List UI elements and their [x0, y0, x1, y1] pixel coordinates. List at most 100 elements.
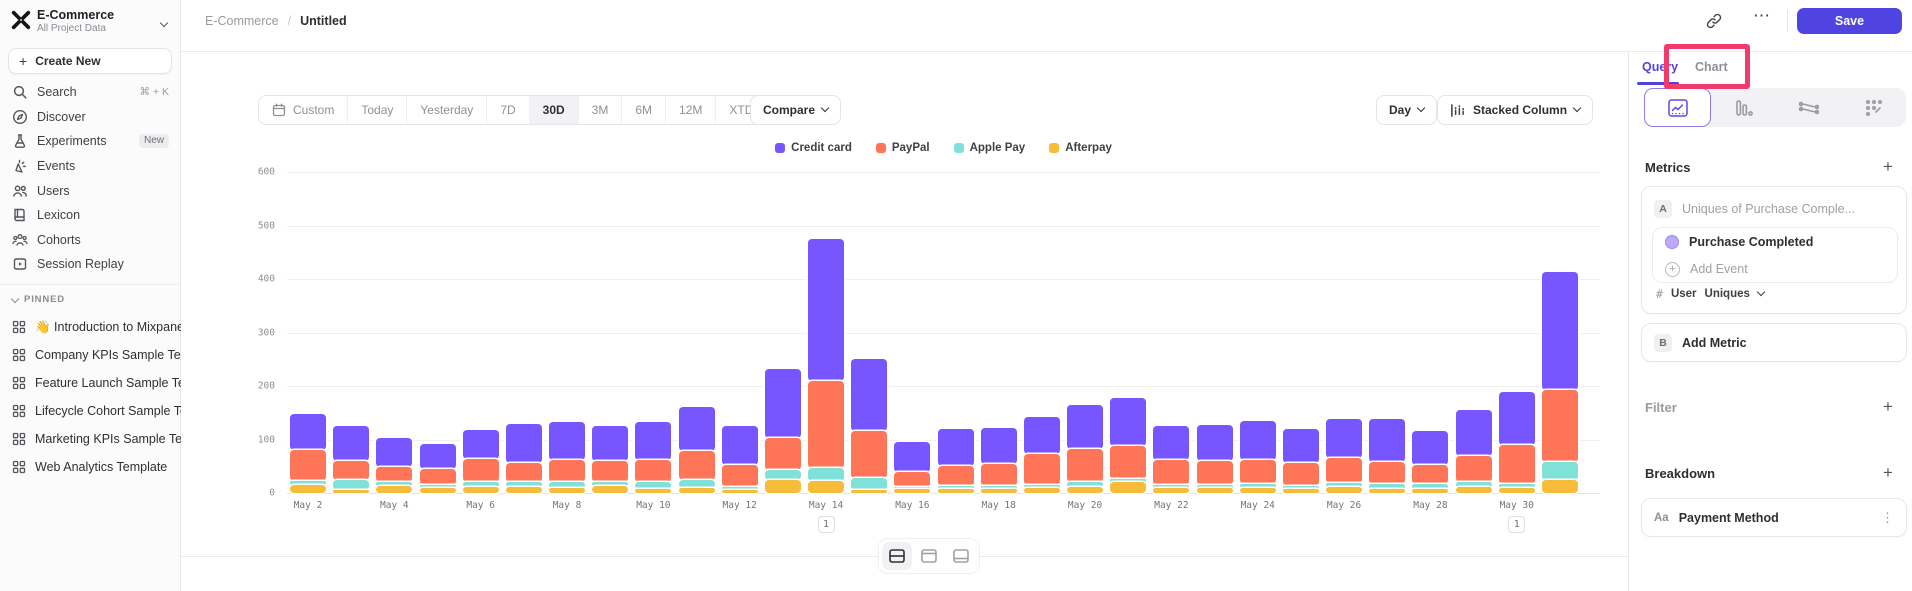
bar-segment-apple-pay[interactable]: [894, 486, 931, 490]
bar-segment-apple-pay[interactable]: [1326, 483, 1363, 487]
legend-item[interactable]: Afterpay: [1049, 142, 1112, 154]
range-3m[interactable]: 3M: [579, 96, 623, 124]
add-event-row[interactable]: + Add Event: [1653, 256, 1897, 282]
bar-segment-credit-card[interactable]: [592, 426, 629, 461]
range-xtd[interactable]: XTD: [716, 96, 779, 124]
bar-segment-apple-pay[interactable]: [333, 480, 370, 490]
bar-segment-paypal[interactable]: [1326, 458, 1363, 484]
bar-may-20[interactable]: [1067, 404, 1104, 493]
bar-may-29[interactable]: [1455, 410, 1492, 493]
bar-segment-credit-card[interactable]: [894, 442, 931, 472]
bar-segment-afterpay[interactable]: [505, 487, 542, 493]
bar-segment-paypal[interactable]: [419, 468, 456, 485]
bar-may-12[interactable]: [721, 426, 758, 493]
bar-may-3[interactable]: [333, 426, 370, 493]
bar-segment-apple-pay[interactable]: [1023, 484, 1060, 488]
bar-segment-credit-card[interactable]: [1239, 420, 1276, 460]
bar-segment-credit-card[interactable]: [1110, 397, 1147, 446]
bar-segment-afterpay[interactable]: [290, 484, 326, 493]
bar-segment-apple-pay[interactable]: [678, 479, 715, 489]
bar-segment-apple-pay[interactable]: [1282, 485, 1319, 489]
bar-segment-afterpay[interactable]: [1412, 488, 1449, 493]
bar-segment-afterpay[interactable]: [851, 489, 888, 493]
bar-segment-credit-card[interactable]: [635, 421, 672, 460]
range-today[interactable]: Today: [348, 96, 408, 124]
bar-segment-apple-pay[interactable]: [1196, 484, 1233, 488]
pinned-board-item[interactable]: Company KPIs Sample Templat: [0, 341, 181, 369]
bar-segment-apple-pay[interactable]: [1412, 484, 1449, 489]
bar-segment-paypal[interactable]: [851, 431, 888, 478]
bar-segment-credit-card[interactable]: [333, 426, 370, 461]
layout-panel-bottom-button[interactable]: [946, 542, 976, 570]
bar-segment-credit-card[interactable]: [1326, 419, 1363, 459]
bar-segment-afterpay[interactable]: [937, 488, 974, 493]
bar-may-15[interactable]: [851, 359, 888, 493]
sidebar-item-events[interactable]: Events: [0, 154, 181, 179]
bar-segment-afterpay[interactable]: [1110, 482, 1147, 493]
bar-may-21[interactable]: [1110, 397, 1147, 493]
insights-report-tab[interactable]: [1644, 88, 1711, 127]
sidebar-item-session-replay[interactable]: Session Replay: [0, 252, 181, 277]
bar-segment-apple-pay[interactable]: [1239, 484, 1276, 488]
bar-segment-paypal[interactable]: [592, 460, 629, 483]
sidebar-item-lexicon[interactable]: Lexicon: [0, 203, 181, 228]
bar-may-23[interactable]: [1196, 424, 1233, 493]
add-metric-plus-icon[interactable]: +: [1883, 157, 1893, 176]
bar-segment-apple-pay[interactable]: [1110, 479, 1147, 483]
aggregation-selector[interactable]: # User Uniques: [1656, 287, 1766, 301]
add-breakdown-plus-icon[interactable]: +: [1883, 463, 1893, 482]
add-filter-plus-icon[interactable]: +: [1883, 397, 1893, 416]
bar-segment-apple-pay[interactable]: [764, 469, 801, 480]
bar-segment-credit-card[interactable]: [764, 368, 801, 438]
bar-segment-paypal[interactable]: [894, 471, 931, 487]
pinned-section-header[interactable]: PINNED: [10, 294, 65, 305]
bar-may-13[interactable]: [764, 368, 801, 493]
breadcrumb-project[interactable]: E-Commerce: [205, 14, 279, 28]
tab-query[interactable]: Query: [1642, 60, 1679, 74]
bar-segment-apple-pay[interactable]: [1067, 482, 1104, 487]
pinned-board-item[interactable]: 👋 Introduction to Mixpanel Bo: [0, 313, 181, 341]
range-7d[interactable]: 7D: [487, 96, 530, 124]
project-name[interactable]: E-Commerce: [37, 8, 115, 22]
bar-segment-credit-card[interactable]: [1196, 424, 1233, 461]
bar-segment-paypal[interactable]: [1369, 461, 1406, 485]
bar-segment-afterpay[interactable]: [1067, 486, 1104, 493]
bar-segment-afterpay[interactable]: [1498, 487, 1535, 493]
metric-name-row[interactable]: A Uniques of Purchase Comple...: [1642, 193, 1906, 225]
bar-segment-credit-card[interactable]: [678, 407, 715, 452]
bar-segment-afterpay[interactable]: [376, 486, 413, 493]
bar-segment-paypal[interactable]: [1282, 462, 1319, 486]
bar-may-2[interactable]: [290, 413, 326, 493]
range-30d[interactable]: 30D: [529, 96, 579, 124]
bar-segment-credit-card[interactable]: [851, 359, 888, 432]
bar-segment-apple-pay[interactable]: [1498, 484, 1535, 488]
bar-may-16[interactable]: [894, 442, 931, 493]
bar-segment-credit-card[interactable]: [1498, 392, 1535, 445]
breakdown-card[interactable]: Aa Payment Method ⋮: [1641, 498, 1907, 537]
bar-segment-apple-pay[interactable]: [635, 482, 672, 490]
bar-may-25[interactable]: [1282, 428, 1319, 493]
bar-segment-paypal[interactable]: [1196, 460, 1233, 485]
bar-segment-credit-card[interactable]: [1282, 428, 1319, 463]
range-12m[interactable]: 12M: [666, 96, 717, 124]
bar-segment-apple-pay[interactable]: [721, 486, 758, 491]
tab-chart[interactable]: Chart: [1695, 60, 1728, 74]
layout-panel-top-button[interactable]: [914, 542, 944, 570]
bar-segment-afterpay[interactable]: [462, 487, 499, 493]
bar-segment-credit-card[interactable]: [505, 423, 542, 464]
add-metric-card[interactable]: B Add Metric: [1641, 323, 1907, 362]
pinned-board-item[interactable]: Marketing KPIs Sample Templat: [0, 425, 181, 453]
breadcrumb-current[interactable]: Untitled: [300, 14, 347, 28]
bar-segment-credit-card[interactable]: [419, 443, 456, 469]
event-row[interactable]: Purchase Completed: [1653, 228, 1897, 256]
bar-segment-credit-card[interactable]: [937, 428, 974, 467]
bar-may-5[interactable]: [419, 443, 456, 493]
bar-may-22[interactable]: [1153, 426, 1190, 493]
project-switcher-chevron-icon[interactable]: [154, 17, 169, 31]
bar-segment-afterpay[interactable]: [1369, 488, 1406, 493]
bar-segment-credit-card[interactable]: [808, 238, 845, 381]
bar-segment-credit-card[interactable]: [1412, 431, 1449, 466]
sidebar-item-cohorts[interactable]: Cohorts: [0, 228, 181, 253]
save-button[interactable]: Save: [1797, 8, 1902, 34]
bar-segment-paypal[interactable]: [1067, 449, 1104, 483]
